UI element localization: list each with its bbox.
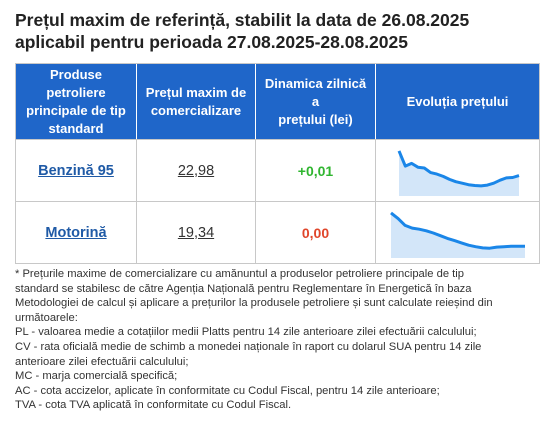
dynamics-benzina: +0,01 — [297, 163, 334, 179]
price-table: Produse petroliere principale de tip sta… — [15, 63, 540, 264]
dynamics-motorina: 0,00 — [301, 225, 330, 241]
product-link-benzina[interactable]: Benzină 95 — [38, 163, 114, 179]
header-max-price: Prețul maxim de comercializare — [137, 64, 256, 139]
footnote-line: CV - rata oficială medie de schimb a mon… — [15, 340, 482, 353]
title-line-1: Prețul maxim de referință, stabilit la d… — [15, 10, 470, 30]
footnote-line: următoarele: — [15, 311, 78, 324]
price-motorina: 19,34 — [177, 225, 215, 241]
footnote-line: PL - valoarea medie a cotațiilor medii P… — [15, 326, 477, 339]
table-row-benzina: Benzină 95 22,98 +0,01 — [16, 139, 539, 202]
header-products: Produse petroliere principale de tip sta… — [16, 64, 137, 139]
trend-line — [390, 211, 525, 250]
price-trend-chart-motorina — [390, 211, 525, 258]
footnote-line: TVA - cota TVA aplicată în conformitate … — [15, 399, 292, 412]
trend-area — [399, 150, 519, 196]
header-evolution: Evoluția prețului — [376, 64, 539, 139]
footnote-line: Metodologiei de calcul și aplicare a pre… — [15, 297, 493, 310]
header-dynamics: Dinamica zilnică a prețului (lei) — [256, 64, 376, 139]
trend-line — [397, 150, 520, 188]
price-trend-chart-benzina — [397, 150, 520, 196]
price-benzina: 22,98 — [177, 163, 215, 179]
trend-area — [391, 212, 525, 258]
footnote-line: standard se stabilesc de către Agenția N… — [15, 282, 472, 295]
footnote-line: * Prețurile maxime de comercializare cu … — [15, 268, 464, 280]
title-line-2: aplicabil pentru perioada 27.08.2025-28.… — [15, 32, 408, 52]
page-title: Prețul maxim de referință, stabilit la d… — [15, 9, 540, 53]
table-row-motorina: Motorină 19,34 0,00 — [16, 201, 539, 264]
footnote-line: anterioare zilei efectuării calculului; — [15, 355, 189, 368]
footnote: * Prețurile maxime de comercializare cu … — [15, 267, 535, 413]
footnote-line: AC - cota accizelor, aplicate în conform… — [15, 384, 440, 397]
footnote-line: MC - marja comercială specifică; — [15, 370, 178, 383]
product-link-motorina[interactable]: Motorină — [45, 225, 107, 241]
